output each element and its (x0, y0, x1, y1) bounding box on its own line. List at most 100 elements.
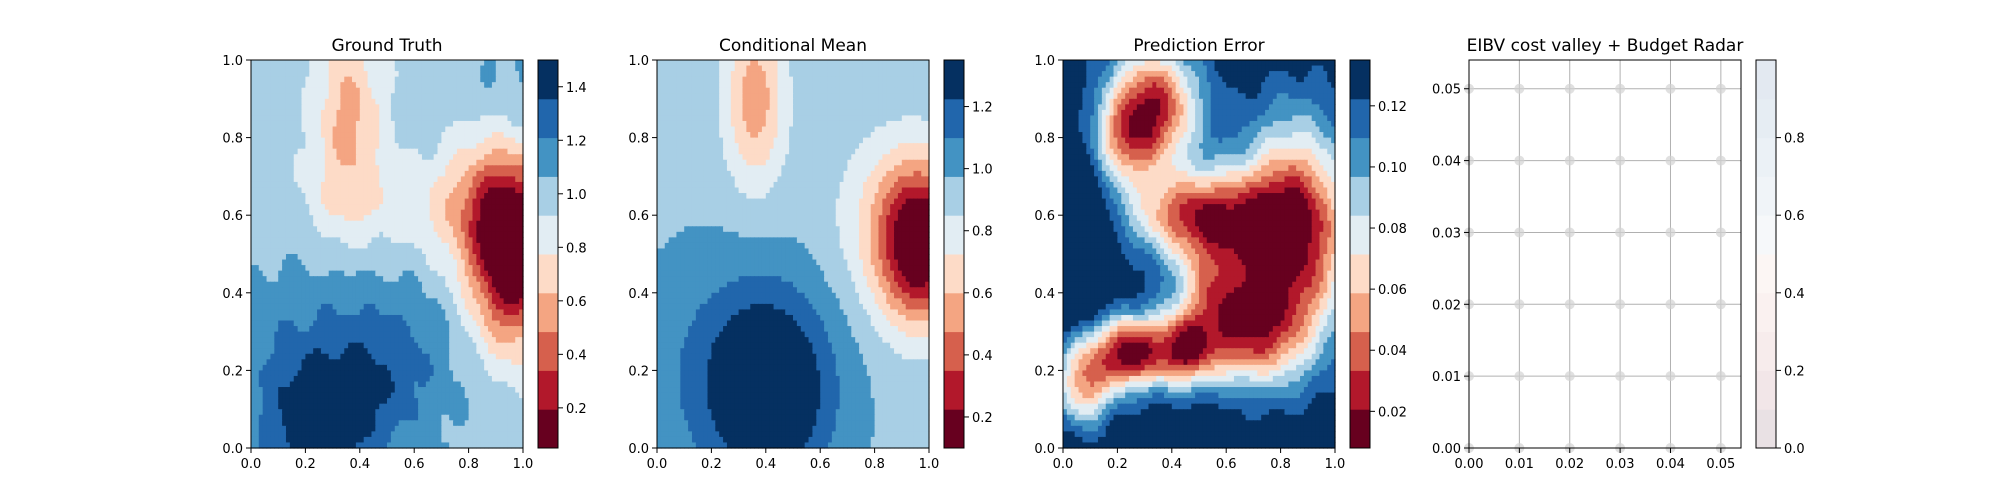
heatmap-cell (340, 337, 345, 344)
heatmap-cell (305, 348, 310, 355)
heatmap-cell (515, 65, 520, 72)
heatmap-cell (480, 342, 485, 349)
heatmap-cell (468, 132, 474, 139)
heatmap-cell (383, 298, 388, 305)
heatmap-cell (293, 436, 299, 444)
heatmap-cell (495, 126, 501, 133)
heatmap-cell (421, 181, 427, 189)
heatmap-cell (262, 204, 268, 211)
heatmap-cell (488, 181, 493, 189)
heatmap-cell (433, 353, 439, 360)
heatmap-cell (320, 392, 326, 399)
heatmap-cell (484, 187, 489, 194)
heatmap-cell (464, 276, 470, 283)
heatmap-cell (421, 265, 427, 272)
heatmap-cell (519, 326, 524, 333)
heatmap-cell (464, 265, 470, 272)
heatmap-cell (453, 215, 458, 222)
heatmap-cell (410, 425, 415, 432)
heatmap-cell (254, 87, 260, 94)
heatmap-cell (511, 65, 516, 72)
heatmap-cell (449, 326, 454, 333)
heatmap-cell (274, 309, 279, 316)
heatmap-cell (340, 375, 345, 383)
heatmap-cell (363, 193, 369, 200)
heatmap-cell (371, 265, 376, 272)
heatmap-cell (313, 71, 318, 78)
heatmap-cell (414, 375, 419, 383)
heatmap-cell (394, 115, 400, 122)
heatmap-cell (503, 320, 509, 327)
heatmap-cell (383, 420, 388, 427)
heatmap-cell (320, 242, 326, 250)
heatmap-cell (320, 287, 326, 294)
heatmap-cell (445, 220, 450, 227)
heatmap-cell (406, 259, 411, 266)
heatmap-cell (390, 126, 396, 133)
heatmap-cell (390, 276, 396, 283)
heatmap-cell (464, 231, 470, 238)
heatmap-cell (274, 126, 279, 133)
heatmap-cell (313, 403, 318, 410)
heatmap-cell (464, 436, 470, 444)
heatmap-cell (324, 337, 330, 344)
heatmap-cell (460, 242, 466, 250)
heatmap-cell (460, 326, 466, 333)
heatmap-cell (460, 159, 466, 166)
heatmap-cell (445, 337, 450, 344)
heatmap-cell (453, 425, 458, 432)
heatmap-cell (476, 298, 481, 305)
heatmap-cell (344, 375, 349, 383)
heatmap-cell (503, 270, 509, 277)
heatmap-cell (317, 82, 322, 89)
heatmap-cell (278, 220, 283, 227)
heatmap-cell (305, 176, 310, 183)
heatmap-cell (317, 181, 322, 189)
heatmap-cell (301, 159, 306, 166)
heatmap-cell (282, 226, 287, 233)
heatmap-cell (402, 65, 408, 72)
heatmap-cell (503, 248, 509, 255)
heatmap-cell (507, 370, 512, 377)
heatmap-cell (519, 76, 524, 83)
heatmap-cell (309, 287, 314, 294)
heatmap-cell (472, 353, 477, 360)
heatmap-cell (503, 303, 509, 311)
heatmap-cell (258, 414, 264, 421)
heatmap-cell (480, 165, 485, 172)
heatmap-cell (410, 76, 415, 83)
heatmap-cell (499, 148, 505, 155)
heatmap-cell (456, 314, 462, 322)
heatmap-cell (390, 65, 396, 72)
heatmap-cell (375, 209, 380, 216)
heatmap-cell (332, 93, 338, 100)
heatmap-cell (258, 370, 264, 377)
heatmap-cell (387, 292, 392, 299)
heatmap-cell (293, 220, 299, 227)
heatmap-cell (499, 104, 505, 111)
heatmap-cell (511, 237, 516, 244)
heatmap-cell (511, 143, 516, 150)
heatmap-cell (297, 109, 303, 117)
heatmap-cell (480, 420, 485, 427)
heatmap-cell (394, 281, 400, 288)
heatmap-cell (402, 314, 408, 322)
y-tick-label: 0.4 (222, 287, 243, 302)
heatmap-cell (437, 276, 442, 283)
heatmap-cell (317, 60, 322, 67)
heatmap-cell (804, 60, 810, 67)
heatmap-cell (394, 270, 400, 277)
heatmap-cell (340, 420, 345, 427)
heatmap-cell (429, 409, 435, 416)
heatmap-cell (352, 387, 357, 394)
heatmap-cell (507, 320, 512, 327)
heatmap-cell (262, 181, 268, 189)
heatmap-cell (251, 226, 256, 233)
heatmap-cell (297, 414, 303, 421)
heatmap-cell (262, 65, 268, 72)
heatmap-cell (383, 198, 388, 205)
heatmap-cell (480, 370, 485, 377)
heatmap-cell (402, 248, 408, 255)
heatmap-cell (379, 104, 384, 111)
heatmap-cell (367, 392, 373, 399)
